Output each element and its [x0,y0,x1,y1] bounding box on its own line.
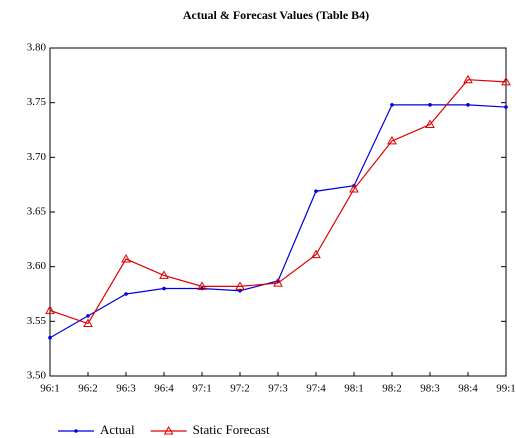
point-marker [83,318,93,328]
point-marker [124,292,128,296]
point-marker [504,105,508,109]
y-tick-label: 3.50 [27,370,47,382]
y-tick-label: 3.75 [27,96,47,108]
x-tick-label: 99:1 [496,383,516,395]
point-marker [162,286,166,291]
point-marker [311,249,321,259]
y-tick-label: 3.60 [27,260,47,272]
point-marker [463,74,473,84]
x-tick-label: 97:4 [306,383,326,395]
x-tick-label: 96:2 [78,383,98,395]
x-tick-label: 97:1 [192,383,212,395]
series-line [49,104,507,339]
point-marker [349,184,359,193]
chart-title: Actual & Forecast Values (Table B4) [183,8,369,22]
point-marker [235,281,245,290]
point-marker [273,278,283,287]
x-tick-label: 96:3 [116,383,136,395]
point-marker [159,270,169,279]
x-tick-label: 98:2 [382,383,402,395]
point-marker [74,429,78,433]
point-marker [48,335,52,340]
point-marker [121,254,131,263]
series-line [49,79,507,325]
point-marker [501,76,511,86]
y-tick-label: 3.80 [27,42,47,54]
y-tick-label: 3.70 [27,151,47,163]
point-marker [314,189,318,194]
x-tick-label: 96:1 [40,383,60,395]
x-tick-label: 96:4 [154,383,174,395]
x-tick-label: 98:4 [458,383,478,395]
x-tick-label: 98:1 [344,383,364,395]
y-tick-label: 3.55 [27,315,47,327]
point-marker [390,103,394,107]
x-tick-label: 97:2 [230,383,250,395]
point-marker [425,119,435,129]
plot-frame [49,47,507,377]
point-marker [45,305,55,314]
y-tick-label: 3.65 [27,206,47,218]
x-tick-label: 97:3 [268,383,288,395]
point-marker [86,314,90,318]
legend-label: Static Forecast [193,422,270,437]
x-tick-label: 98:3 [420,383,440,395]
point-marker [428,103,432,107]
point-marker [197,281,207,290]
point-marker [163,425,174,435]
point-marker [466,103,470,107]
point-marker [387,135,397,145]
legend-label: Actual [100,422,135,437]
